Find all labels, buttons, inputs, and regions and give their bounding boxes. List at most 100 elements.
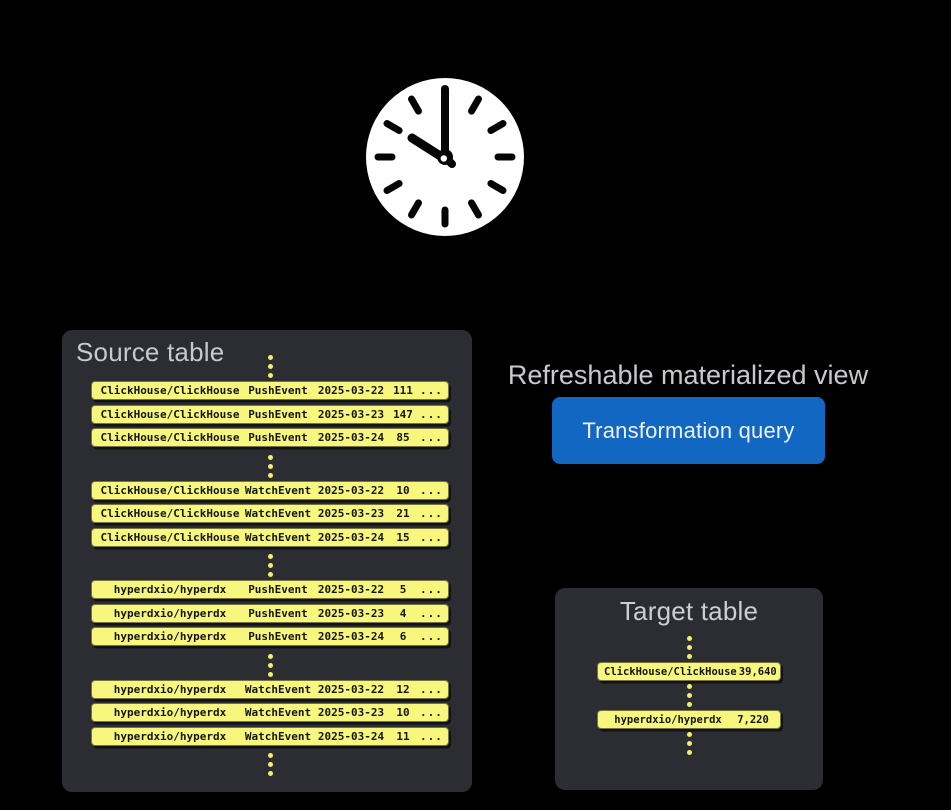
dot-icon <box>267 753 273 758</box>
target-table-row: hyperdxio/hyperdx 7,220 <box>597 710 781 729</box>
event-cell: PushEvent <box>248 630 308 643</box>
clock-icon <box>365 77 525 237</box>
date-cell: 2025-03-24 <box>317 431 385 444</box>
ellipsis-dots <box>91 551 449 580</box>
dot-icon <box>267 671 273 677</box>
repo-cell: ClickHouse/ClickHouse <box>100 384 240 397</box>
ellipsis-dots <box>597 633 781 662</box>
dot-icon <box>686 732 692 737</box>
event-cell: WatchEvent <box>244 530 312 544</box>
dot-icon <box>686 750 692 755</box>
target-table-row: ClickHouse/ClickHouse 39,640 <box>597 662 781 681</box>
event-cell: WatchEvent <box>244 682 312 696</box>
source-table-row: ClickHouse/ClickHouse PushEvent 2025-03-23… <box>91 404 449 424</box>
materialized-view-label: Refreshable materialized view <box>507 360 869 390</box>
target-table-title: Target table <box>619 596 759 626</box>
more-cell: ... <box>420 431 443 444</box>
dot-icon <box>686 636 692 641</box>
source-table-row: hyperdxio/hyperdx WatchEvent 2025-03-22 12.… <box>91 679 449 699</box>
date-cell: 2025-03-22 <box>317 583 385 596</box>
repo-cell: hyperdxio/hyperdx <box>113 630 227 643</box>
source-table-row: ClickHouse/ClickHouse PushEvent 2025-03-22… <box>91 381 449 400</box>
source-table-row: ClickHouse/ClickHouse WatchEvent 2025-03-2… <box>91 527 449 547</box>
repo-cell: ClickHouse/ClickHouse <box>100 507 240 520</box>
more-cell: ... <box>420 729 443 743</box>
event-cell: PushEvent <box>248 431 308 444</box>
repo-cell: ClickHouse/ClickHouse <box>100 483 240 497</box>
more-cell: ... <box>420 530 443 544</box>
clock-svg <box>366 78 524 236</box>
date-cell: 2025-03-22 <box>317 682 385 696</box>
more-cell: ... <box>420 630 443 643</box>
transformation-query-button: Transformation query <box>552 397 825 464</box>
repo-cell: hyperdxio/hyperdx <box>113 682 227 696</box>
target-rows: ClickHouse/ClickHouse 39,640 hyperdxio/hyp… <box>597 627 781 758</box>
event-cell: PushEvent <box>248 407 308 421</box>
more-cell: ... <box>420 483 443 497</box>
repo-cell: hyperdxio/hyperdx <box>113 706 227 719</box>
count-cell: 11 <box>396 729 410 743</box>
more-cell: ... <box>420 606 443 620</box>
source-table-row: ClickHouse/ClickHouse WatchEvent 2025-03-2… <box>91 504 449 523</box>
count-cell: 12 <box>396 682 410 696</box>
source-rows: ClickHouse/ClickHouse PushEvent 2025-03-22… <box>91 330 449 779</box>
source-table-row: hyperdxio/hyperdx WatchEvent 2025-03-24 11.… <box>91 726 449 746</box>
repo-cell: hyperdxio/hyperdx <box>113 729 227 743</box>
ellipsis-dots <box>597 729 781 758</box>
more-cell: ... <box>420 583 443 596</box>
event-cell: WatchEvent <box>244 729 312 743</box>
dot-icon <box>686 684 692 689</box>
count-cell: 39,640 <box>738 665 777 678</box>
repo-cell: ClickHouse/ClickHouse <box>100 530 240 544</box>
ellipsis-dots <box>91 352 449 381</box>
count-cell: 10 <box>396 706 410 719</box>
event-cell: PushEvent <box>248 606 308 620</box>
date-cell: 2025-03-22 <box>317 483 385 497</box>
count-cell: 7,220 <box>737 713 769 726</box>
event-cell: WatchEvent <box>244 483 312 497</box>
count-cell: 6 <box>399 630 407 643</box>
dot-icon <box>267 554 273 559</box>
repo-cell: hyperdxio/hyperdx <box>113 583 227 596</box>
dot-icon <box>686 654 692 659</box>
ellipsis-dots <box>91 452 449 481</box>
event-cell: PushEvent <box>248 583 308 596</box>
repo-cell: hyperdxio/hyperdx <box>614 713 722 726</box>
repo-cell: ClickHouse/ClickHouse <box>100 407 240 421</box>
date-cell: 2025-03-23 <box>317 706 385 719</box>
source-table-row: ClickHouse/ClickHouse PushEvent 2025-03-24… <box>91 428 449 447</box>
dot-icon <box>267 463 273 469</box>
ellipsis-dots <box>597 681 781 710</box>
event-cell: WatchEvent <box>244 507 312 520</box>
count-cell: 4 <box>399 606 407 620</box>
date-cell: 2025-03-23 <box>317 407 385 421</box>
date-cell: 2025-03-24 <box>317 630 385 643</box>
date-cell: 2025-03-24 <box>317 530 385 544</box>
count-cell: 5 <box>399 583 407 596</box>
dot-icon <box>267 771 273 776</box>
clock-center-pin <box>440 155 447 162</box>
dot-icon <box>267 355 273 360</box>
dot-icon <box>267 364 273 369</box>
dot-icon <box>267 653 273 659</box>
source-table-row: ClickHouse/ClickHouse WatchEvent 2025-03-2… <box>91 480 449 500</box>
dot-icon <box>267 373 273 378</box>
repo-cell: hyperdxio/hyperdx <box>113 606 227 620</box>
dot-icon <box>686 702 692 707</box>
count-cell: 147 <box>393 407 413 421</box>
date-cell: 2025-03-23 <box>317 606 385 620</box>
dot-icon <box>267 454 273 460</box>
more-cell: ... <box>420 706 443 719</box>
count-cell: 85 <box>396 431 410 444</box>
count-cell: 15 <box>396 530 410 544</box>
more-cell: ... <box>420 507 443 520</box>
repo-cell: ClickHouse/ClickHouse <box>604 665 737 678</box>
target-table-panel: Target table ClickHouse/ClickHouse 39,640… <box>555 588 823 790</box>
count-cell: 21 <box>396 507 410 520</box>
dot-icon <box>686 741 692 746</box>
ellipsis-dots <box>91 651 449 680</box>
dot-icon <box>267 563 273 568</box>
ellipsis-dots <box>91 750 449 779</box>
dot-icon <box>267 572 273 577</box>
date-cell: 2025-03-22 <box>317 384 385 397</box>
